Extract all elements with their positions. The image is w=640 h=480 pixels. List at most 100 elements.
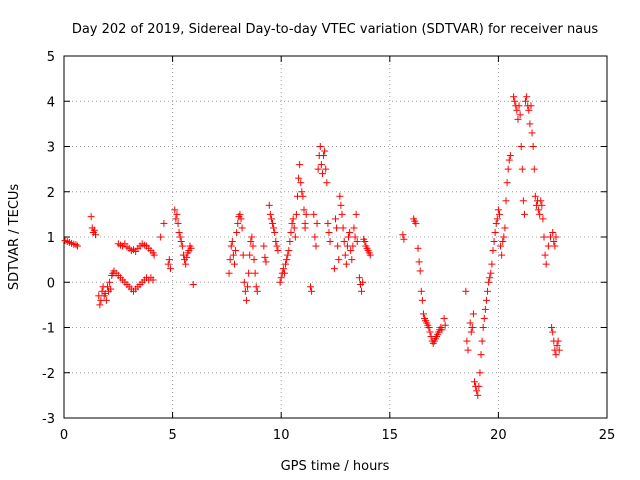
- data-point: [479, 324, 487, 331]
- data-point: [289, 215, 297, 223]
- data-point: [497, 242, 505, 250]
- data-point: [171, 206, 179, 214]
- data-point: [478, 337, 486, 345]
- data-point: [183, 253, 191, 261]
- data-point: [313, 219, 321, 227]
- data-point: [469, 310, 477, 318]
- data-point: [91, 231, 99, 239]
- x-tick-label: 25: [599, 428, 616, 443]
- data-point: [358, 287, 366, 295]
- data-point: [260, 242, 268, 250]
- y-tick-label: 1: [47, 231, 55, 246]
- data-point: [234, 219, 242, 227]
- data-point: [242, 296, 250, 304]
- data-point: [246, 251, 254, 259]
- data-point: [172, 215, 180, 223]
- data-point: [280, 269, 288, 277]
- data-point: [310, 210, 318, 218]
- y-axis-label: SDTVAR / TECUs: [7, 184, 22, 291]
- data-point: [400, 235, 408, 243]
- data-point: [173, 210, 181, 218]
- data-point: [228, 238, 236, 246]
- data-point: [542, 260, 550, 268]
- data-point: [332, 215, 339, 223]
- data-point: [498, 251, 506, 259]
- data-point: [527, 102, 535, 110]
- data-point: [515, 102, 523, 110]
- data-point: [106, 278, 114, 286]
- data-point: [514, 115, 522, 123]
- data-point: [253, 287, 261, 295]
- data-point: [355, 274, 363, 282]
- data-point: [552, 351, 560, 359]
- data-point: [415, 258, 423, 266]
- data-point: [317, 161, 325, 169]
- data-point: [270, 224, 278, 232]
- data-point: [160, 219, 168, 227]
- data-point: [269, 219, 277, 227]
- data-point: [499, 238, 507, 246]
- data-point: [314, 165, 322, 173]
- data-point: [334, 242, 342, 250]
- data-point: [476, 369, 484, 377]
- data-point: [182, 260, 190, 268]
- data-point: [301, 224, 309, 232]
- data-point: [271, 228, 279, 236]
- data-point: [291, 233, 299, 241]
- data-point: [419, 310, 427, 318]
- data-point: [72, 241, 80, 249]
- y-tick-label: 0: [47, 276, 55, 291]
- data-point: [284, 251, 292, 259]
- y-tick-label: -1: [42, 322, 55, 337]
- data-point: [326, 238, 334, 246]
- data-point: [323, 179, 331, 187]
- data-point: [250, 256, 258, 264]
- data-point: [399, 231, 407, 239]
- data-point: [441, 321, 449, 329]
- data-point: [502, 197, 510, 205]
- data-point: [226, 256, 234, 264]
- data-point: [225, 269, 233, 277]
- data-point: [316, 143, 324, 150]
- data-point: [312, 242, 320, 250]
- data-point: [149, 276, 157, 284]
- data-point: [338, 210, 346, 218]
- data-point: [540, 233, 548, 241]
- data-point: [475, 382, 483, 390]
- data-point: [520, 210, 528, 218]
- data-point: [518, 165, 526, 173]
- data-point: [482, 296, 490, 304]
- data-point: [346, 228, 354, 236]
- data-point: [296, 161, 304, 169]
- data-point: [490, 238, 498, 246]
- data-point: [248, 233, 256, 241]
- data-point: [298, 188, 306, 196]
- data-point: [531, 192, 539, 200]
- data-point: [549, 328, 557, 336]
- data-point: [157, 233, 165, 241]
- data-point: [321, 147, 329, 155]
- data-point: [266, 210, 274, 218]
- data-point: [519, 197, 527, 205]
- data-point: [425, 324, 433, 331]
- data-point: [505, 156, 513, 164]
- data-point: [333, 224, 341, 232]
- data-point: [251, 269, 259, 277]
- data-point: [494, 206, 502, 214]
- data-point: [463, 337, 471, 345]
- data-point: [308, 287, 316, 295]
- data-point: [90, 226, 98, 234]
- data-point: [426, 328, 434, 336]
- data-point: [229, 251, 237, 259]
- data-point: [87, 213, 95, 221]
- data-point: [491, 228, 499, 236]
- data-point: [366, 251, 374, 259]
- data-point: [480, 314, 488, 322]
- data-point: [165, 256, 173, 264]
- data-point: [418, 296, 426, 304]
- data-point: [339, 224, 347, 232]
- data-point: [239, 251, 247, 259]
- data-point: [252, 283, 260, 291]
- x-tick-label: 15: [382, 428, 399, 443]
